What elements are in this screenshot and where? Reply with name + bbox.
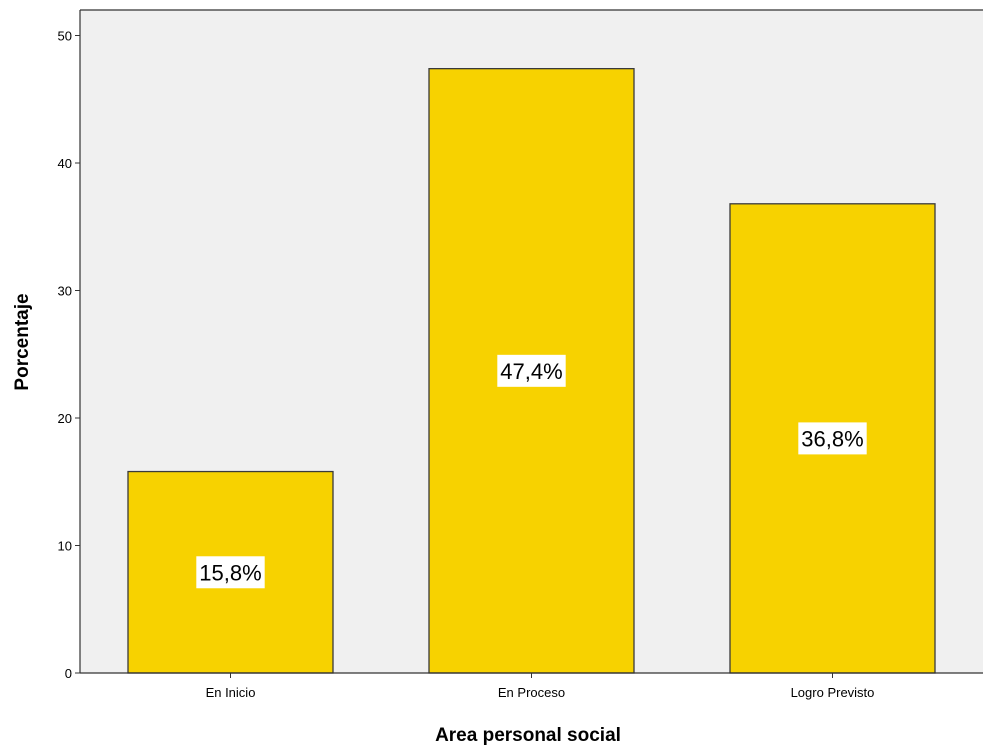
data-label-text: 36,8% [801,426,863,451]
data-label-text: 15,8% [199,560,261,585]
x-tick-label: En Inicio [206,685,256,700]
data-label-box [497,354,566,387]
data-label: 36,8% [798,422,867,455]
y-tick-label: 10 [58,539,72,554]
x-axis-title: Area personal social [435,725,621,746]
data-label-text: 47,4% [500,359,562,384]
y-axis-title: Porcentaje [12,293,33,390]
data-label: 47,4% [497,354,566,387]
x-tick-label: En Proceso [498,685,565,700]
data-labels: 15,8% 47,4% 36,8% [196,354,867,589]
data-label: 15,8% [196,556,265,589]
y-tick-label: 0 [65,666,72,681]
y-tick-label: 20 [58,411,72,426]
y-tick-label: 50 [58,29,72,44]
data-label-box [196,556,265,589]
x-tick-label: Logro Previsto [791,685,875,700]
y-tick-label: 30 [58,284,72,299]
ticks: En Inicio En Proceso Logro Previsto 0 10 20 30… [58,29,875,701]
data-label-box [798,422,867,455]
y-tick-label: 40 [58,156,72,171]
